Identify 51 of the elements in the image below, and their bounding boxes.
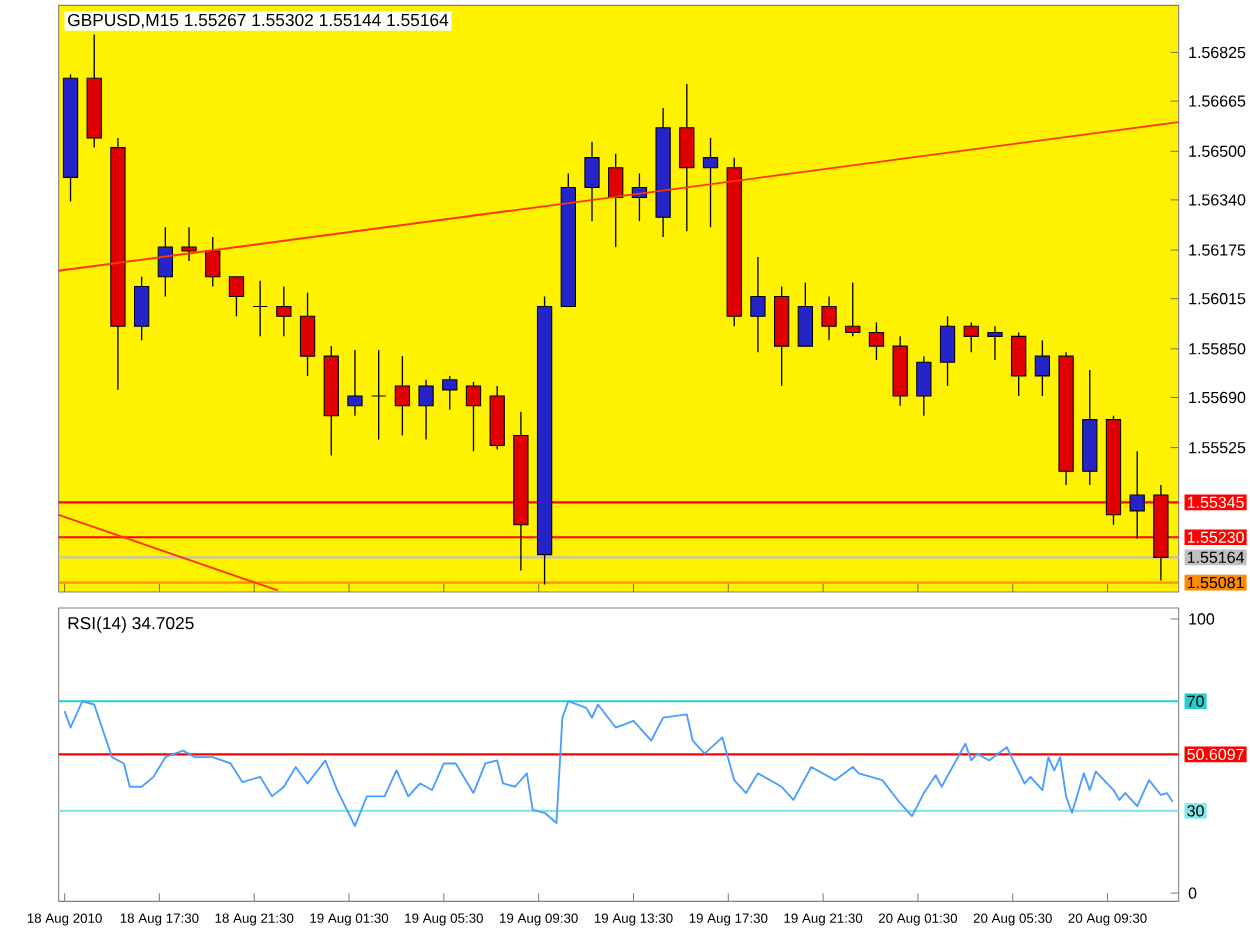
y-tick-label: 1.55850 [1189, 343, 1246, 355]
ref-line-label: 1.55164 [1187, 551, 1245, 564]
candlestick [584, 141, 600, 222]
chart-title: RSI(14) 34.7025 [68, 616, 194, 633]
y-tick-label: 1.56500 [1189, 145, 1246, 157]
candlestick [371, 349, 387, 441]
candlestick [845, 281, 861, 338]
ref-line-label: 70 [1187, 695, 1204, 707]
candlestick [702, 137, 719, 228]
candlestick [228, 276, 245, 317]
y-tick-label: 1.56825 [1189, 46, 1246, 59]
candlestick [394, 355, 411, 437]
y-tick-label: 1.56340 [1189, 194, 1246, 206]
candlestick [608, 153, 624, 248]
candlestick [181, 226, 197, 262]
ref-line-label: 1.55081 [1187, 576, 1244, 589]
candlestick [465, 381, 482, 452]
candlestick [347, 349, 363, 417]
candlestick [133, 276, 150, 341]
candlestick [157, 226, 173, 298]
ref-line-label: 50.6097 [1187, 748, 1244, 761]
candlestick [205, 236, 221, 288]
y-tick-label: 1.55525 [1189, 441, 1246, 454]
y-tick-label: 100 [1189, 613, 1215, 625]
candlestick [1034, 339, 1051, 397]
candlestick [821, 295, 837, 341]
candlestick [418, 379, 434, 441]
candlestick [939, 315, 956, 387]
candlestick [1129, 450, 1145, 540]
candlestick [916, 355, 932, 417]
y-tick-label: 1.56175 [1189, 244, 1246, 256]
ref-line-label: 1.55345 [1187, 496, 1244, 509]
ref-line-label: 1.55230 [1187, 531, 1244, 543]
candlestick [679, 83, 695, 232]
candlestick [987, 325, 1003, 361]
y-tick-label: 1.56015 [1189, 293, 1246, 305]
y-tick-label: 0 [1188, 887, 1197, 899]
y-tick-label: 1.56665 [1189, 95, 1246, 107]
candlestick [750, 256, 766, 353]
candlestick [252, 280, 268, 338]
candlestick [1011, 331, 1027, 397]
ref-line-label: 30 [1187, 805, 1204, 817]
candlestick [868, 321, 885, 361]
candlestick [299, 291, 316, 377]
candlestick [963, 321, 979, 353]
chart-title: GBPUSD,M15 1.55267 1.55302 1.55144 1.55164 [68, 13, 449, 29]
candlestick [797, 281, 813, 347]
candlestick [276, 285, 292, 338]
y-tick-label: 1.55690 [1189, 391, 1246, 404]
line-series [63, 700, 1174, 827]
candlestick [442, 375, 458, 411]
